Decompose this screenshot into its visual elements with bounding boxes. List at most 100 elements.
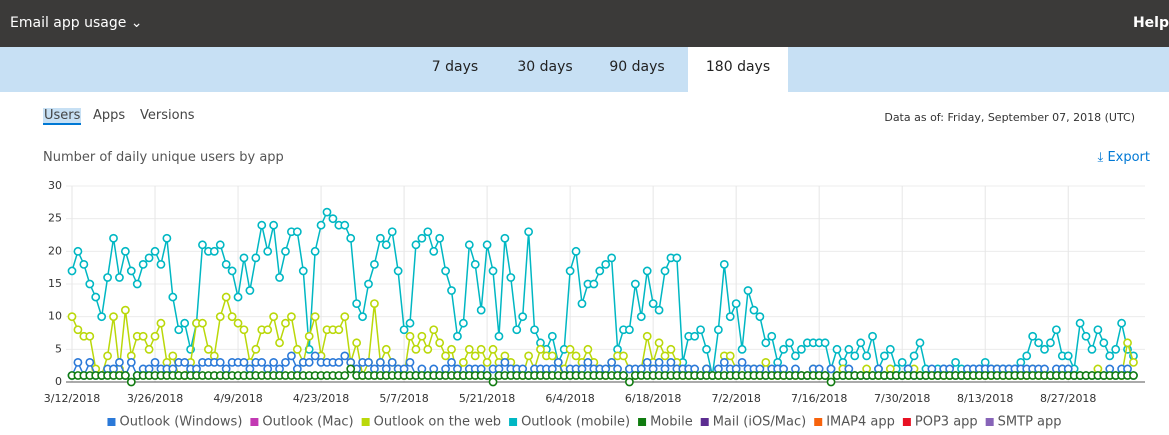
data-point: [411, 344, 421, 354]
legend: Outlook (Windows) Outlook (Mac) Outlook on…: [107, 415, 1062, 430]
data-point: [761, 338, 771, 348]
data-point: [453, 331, 462, 341]
x-tick-label: 7/30/2018: [874, 392, 930, 405]
legend-swatch: [509, 418, 518, 426]
data-point: [642, 331, 652, 341]
data-point: [565, 266, 575, 276]
x-tick-label: 7/16/2018: [791, 392, 847, 405]
data-point: [820, 371, 830, 380]
period-tab[interactable]: 30 days: [517, 59, 573, 75]
legend-label: Outlook on the web: [374, 415, 501, 430]
data-point: [269, 220, 279, 230]
data-point: [375, 357, 385, 367]
period-tab[interactable]: 7 days: [431, 59, 479, 75]
data-point: [1099, 338, 1109, 348]
data-point: [364, 279, 373, 289]
data-point: [370, 299, 379, 308]
data-point: [1034, 338, 1043, 348]
data-point: [168, 351, 178, 361]
data-point: [524, 227, 534, 237]
data-point: [702, 344, 711, 354]
data-point: [132, 279, 142, 289]
data-point: [334, 357, 344, 367]
data-point: [251, 344, 261, 354]
data-point: [221, 259, 231, 269]
data-point: [275, 273, 284, 282]
data-point: [352, 338, 362, 348]
data-point: [553, 357, 563, 367]
data-point: [447, 286, 456, 295]
data-point: [1117, 318, 1127, 328]
data-point: [227, 266, 237, 276]
data-point: [109, 233, 118, 243]
data-point: [791, 351, 800, 361]
legend-label: Mobile: [650, 415, 693, 430]
data-point: [198, 318, 207, 328]
view-tab[interactable]: Versions: [140, 108, 195, 123]
data-point: [364, 357, 373, 367]
report-selector[interactable]: Email app usage ⌄: [10, 15, 143, 31]
export-button[interactable]: ⤓ Export: [1097, 150, 1150, 165]
data-point: [423, 227, 433, 237]
data-point: [464, 344, 474, 354]
data-point: [488, 344, 498, 354]
data-point: [316, 220, 326, 230]
data-point: [387, 357, 397, 367]
data-point: [595, 266, 605, 276]
x-tick-label: 5/7/2018: [379, 392, 428, 405]
data-point: [340, 351, 350, 361]
data-point: [1081, 331, 1091, 341]
data-point: [1123, 338, 1132, 348]
data-point: [150, 331, 160, 341]
data-point: [571, 351, 581, 361]
chart-title: Number of daily unique users by app: [43, 150, 284, 165]
data-point: [850, 351, 860, 361]
data-point: [126, 266, 136, 276]
data-point: [429, 246, 439, 256]
data-point: [648, 299, 658, 308]
data-point: [464, 240, 474, 250]
data-point: [138, 331, 148, 341]
data-point: [198, 240, 207, 250]
data-point: [441, 266, 450, 276]
x-tick-label: 4/9/2018: [213, 392, 262, 405]
data-point: [619, 351, 628, 361]
legend-label: Mail (iOS/Mac): [713, 415, 807, 430]
data-point: [1129, 371, 1138, 380]
data-point: [73, 357, 83, 367]
data-point: [820, 338, 830, 348]
legend-label: POP3 app: [915, 415, 978, 430]
data-point: [310, 351, 320, 361]
period-tab[interactable]: 90 days: [609, 59, 665, 75]
data-point: [441, 351, 450, 361]
view-tab[interactable]: Users: [43, 108, 82, 125]
data-point: [512, 325, 522, 335]
data-point: [263, 325, 273, 335]
data-point: [488, 266, 498, 276]
data-point: [79, 259, 89, 269]
data-point: [690, 331, 700, 341]
data-point: [743, 286, 753, 295]
help[interactable]: Help: [1132, 15, 1169, 31]
data-point: [269, 357, 279, 367]
data-point: [370, 259, 379, 269]
data-point: [482, 240, 492, 250]
legend-swatch: [700, 418, 709, 426]
legend-label: Outlook (mobile): [521, 415, 630, 430]
data-point: [429, 325, 439, 335]
data-point: [826, 377, 836, 387]
data-point: [358, 312, 367, 322]
data-point: [755, 312, 765, 322]
data-point: [115, 273, 124, 282]
data-point: [215, 240, 225, 250]
data-point: [340, 220, 350, 230]
view-tab[interactable]: Apps: [93, 108, 126, 123]
data-point: [417, 331, 427, 341]
x-tick-label: 8/13/2018: [957, 392, 1013, 405]
report-title: Email app usage: [10, 15, 127, 31]
period-tab[interactable]: 180 days: [688, 47, 788, 92]
x-tick-label: 3/12/2018: [44, 392, 100, 405]
data-point: [387, 227, 397, 237]
data-point: [120, 305, 130, 315]
data-point: [696, 325, 705, 335]
